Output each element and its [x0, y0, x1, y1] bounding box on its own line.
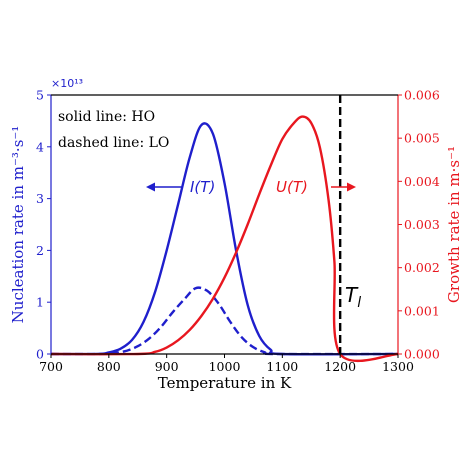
- left-y-tick-label: 3: [36, 191, 44, 206]
- right-y-tick-label: 0.001: [404, 303, 440, 318]
- x-tick-label: 1100: [266, 359, 298, 374]
- left-y-tick-label: 4: [36, 139, 44, 154]
- left-y-tick-label: 2: [36, 243, 44, 258]
- x-axis-label: Temperature in K: [158, 374, 292, 392]
- left-axis-scale-label: ×10¹³: [51, 77, 83, 90]
- left-arrow-head: [146, 182, 155, 192]
- right-y-tick-label: 0.003: [404, 217, 440, 232]
- left-y-tick-label: 1: [36, 295, 44, 310]
- nucleation-curve-label: I(T): [190, 178, 215, 196]
- right-y-axis-label: Growth rate in m·s⁻¹: [445, 146, 463, 303]
- nucleation-curve-dashed: [50, 286, 399, 356]
- x-tick-label: 1200: [324, 359, 356, 374]
- left-y-axis-label: Nucleation rate in m⁻³·s⁻¹: [9, 126, 27, 324]
- right-y-tick-label: 0.000: [404, 347, 440, 362]
- x-tick-label: 1300: [382, 359, 414, 374]
- growth-curve: [50, 115, 399, 363]
- growth-curve-label: U(T): [276, 178, 308, 196]
- dashed-line-annotation: dashed line: LO: [58, 135, 169, 151]
- right-y-tick-label: 0.002: [404, 260, 440, 275]
- x-tick-label: 1000: [209, 359, 241, 374]
- x-tick-label: 800: [97, 359, 121, 374]
- solid-line-annotation: solid line: HO: [58, 109, 155, 125]
- left-y-tick-label: 0: [36, 347, 44, 362]
- right-y-tick-label: 0.005: [404, 131, 440, 146]
- liquidus-label: Tl: [345, 283, 361, 311]
- left-y-tick-label: 5: [36, 88, 44, 103]
- nucleation-curve-solid: [50, 122, 399, 356]
- x-tick-label: 900: [155, 359, 179, 374]
- right-y-tick-label: 0.004: [404, 174, 440, 189]
- x-tick-label: 700: [39, 359, 63, 374]
- right-arrow-head: [347, 182, 356, 192]
- right-y-tick-label: 0.006: [404, 88, 440, 103]
- liquidus-label-subscript: l: [357, 295, 361, 311]
